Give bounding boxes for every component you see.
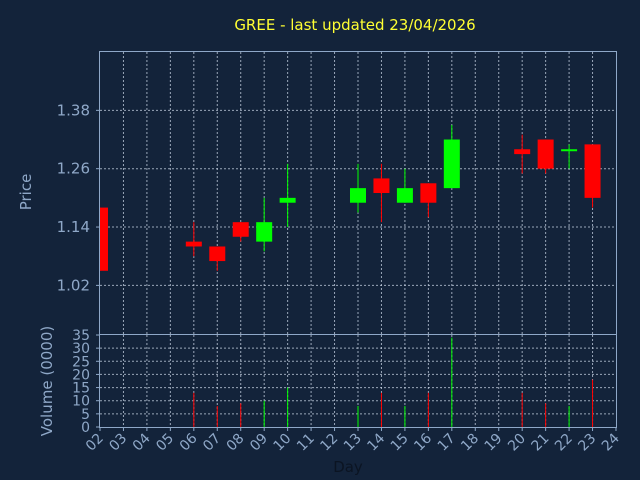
day-tick-label: 18 bbox=[458, 431, 482, 455]
day-tick-label: 11 bbox=[294, 431, 318, 455]
candle-22 bbox=[561, 144, 578, 169]
candle-08 bbox=[232, 222, 249, 242]
volume-tick-label: 25 bbox=[72, 354, 90, 370]
day-tick-label: 13 bbox=[341, 431, 365, 455]
candle-17 bbox=[443, 124, 460, 189]
volume-tick-label: 20 bbox=[72, 367, 90, 383]
day-tick-label: 24 bbox=[599, 430, 623, 454]
day-tick-label: 06 bbox=[177, 430, 201, 454]
day-axis-ticks: 02 03 04 05 06 07 08 09 10 11 12 13 14 15 16 17 18 19 20 21… bbox=[83, 427, 623, 454]
candle-body bbox=[443, 139, 460, 189]
day-tick-label: 15 bbox=[388, 431, 412, 455]
day-tick-label: 20 bbox=[505, 431, 529, 455]
candle-body bbox=[396, 188, 413, 203]
day-tick-label: 21 bbox=[529, 431, 553, 455]
candle-10 bbox=[279, 163, 296, 228]
candle-body bbox=[537, 139, 554, 169]
day-tick-label: 09 bbox=[247, 431, 271, 455]
candle-body bbox=[584, 144, 601, 198]
price-tick-label: 1.14 bbox=[57, 218, 90, 236]
candle-body bbox=[232, 222, 249, 237]
day-tick-label: 10 bbox=[271, 431, 295, 455]
candle-body bbox=[350, 188, 366, 203]
candle-body bbox=[100, 207, 108, 271]
candle-14 bbox=[373, 163, 390, 223]
day-tick-label: 23 bbox=[575, 431, 599, 455]
candle-body bbox=[514, 149, 531, 155]
candle-body bbox=[279, 197, 296, 203]
day-tick-label: 12 bbox=[317, 431, 341, 455]
day-tick-label: 17 bbox=[435, 431, 459, 455]
day-axis-label: Day bbox=[333, 458, 363, 476]
candle-body bbox=[561, 149, 578, 152]
candle-23 bbox=[584, 144, 601, 208]
candle-21 bbox=[537, 139, 554, 174]
day-tick-label: 04 bbox=[130, 430, 154, 454]
volume-tick-label: 35 bbox=[72, 328, 90, 344]
day-tick-label: 19 bbox=[482, 431, 506, 455]
day-tick-label: 07 bbox=[200, 431, 224, 455]
day-tick-label: 03 bbox=[106, 431, 130, 455]
price-axis-label: Price bbox=[17, 174, 35, 211]
candle-13 bbox=[350, 163, 366, 213]
volume-tick-label: 15 bbox=[72, 381, 90, 397]
price-candles bbox=[99, 124, 601, 271]
price-tick-label: 1.26 bbox=[57, 160, 90, 178]
day-tick-label: 14 bbox=[364, 430, 388, 454]
candle-15 bbox=[396, 168, 413, 203]
candle-06 bbox=[185, 222, 202, 257]
volume-tick-label: 10 bbox=[72, 394, 90, 410]
candle-body bbox=[209, 246, 226, 262]
volume-axis-label: Volume (0000) bbox=[38, 326, 56, 436]
candle-body bbox=[185, 241, 202, 247]
candle-body bbox=[373, 178, 390, 193]
candle-20 bbox=[514, 134, 531, 174]
day-tick-label: 22 bbox=[552, 431, 576, 455]
price-axis-ticks: 1.02 1.14 1.26 1.38 bbox=[57, 101, 100, 294]
volume-bars bbox=[193, 337, 594, 427]
day-tick-label: 16 bbox=[411, 430, 435, 454]
day-tick-label: 05 bbox=[153, 431, 177, 455]
candle-09 bbox=[256, 197, 273, 252]
price-tick-label: 1.38 bbox=[57, 101, 90, 119]
candle-body bbox=[420, 183, 437, 203]
volume-tick-label: 5 bbox=[81, 407, 90, 423]
day-tick-label: 08 bbox=[224, 431, 248, 455]
candle-body bbox=[256, 222, 273, 242]
volume-tick-label: 0 bbox=[81, 420, 90, 436]
candle-02 bbox=[99, 207, 108, 271]
candle-07 bbox=[209, 246, 226, 271]
volume-tick-label: 30 bbox=[72, 341, 90, 357]
chart-title: GREE - last updated 23/04/2026 bbox=[234, 16, 475, 34]
price-tick-label: 1.02 bbox=[57, 276, 90, 294]
candle-16 bbox=[420, 183, 437, 218]
